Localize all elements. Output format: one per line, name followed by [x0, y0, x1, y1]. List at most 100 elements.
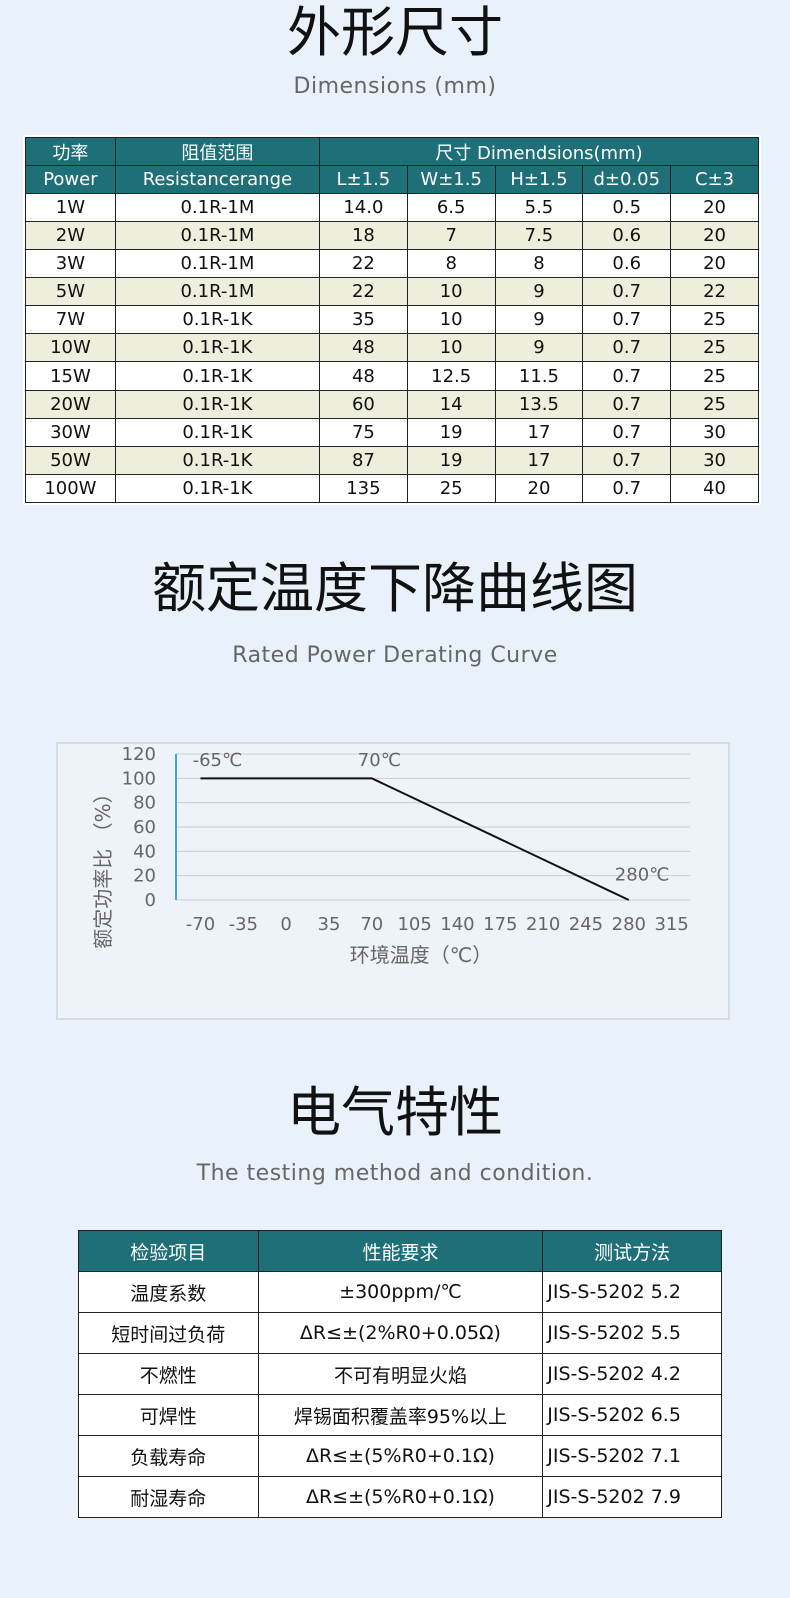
electrical-subtitle: The testing method and condition.	[196, 1161, 594, 1186]
table-cell: 25	[670, 333, 759, 363]
elec-header-method: 测试方法	[542, 1230, 722, 1272]
table-cell: 不可有明显火焰	[257, 1353, 544, 1395]
x-tick-label: 140	[440, 914, 474, 935]
table-row: 15W 0.1R-1K 48 12.5 11.5 0.7 25	[25, 361, 759, 391]
series-line	[200, 777, 630, 901]
table-row: 可焊性 焊锡面积覆盖率95%以上 JIS-S-5202 6.5	[78, 1394, 722, 1436]
table-cell: 22	[670, 277, 759, 307]
table-cell: 9	[494, 277, 584, 307]
table-cell: 18	[319, 221, 408, 251]
table-cell: 0.7	[582, 333, 672, 363]
table-cell: 25	[670, 361, 759, 391]
y-tick-label: 60	[133, 817, 156, 838]
y-tick-label: 40	[133, 841, 156, 862]
table-cell: 0.5	[582, 192, 672, 223]
table-cell: 0.7	[582, 473, 672, 504]
table-cell: 10	[406, 277, 496, 307]
dimensions-subtitle: Dimensions (mm)	[293, 74, 497, 99]
table-cell: 10	[406, 333, 496, 363]
table-cell: 0.1R-1M	[114, 192, 321, 223]
table-cell: 8	[494, 249, 584, 279]
table-cell: 87	[319, 445, 408, 475]
table-row: 3W 0.1R-1M 22 8 8 0.6 20	[25, 249, 759, 279]
table-cell: JIS-S-5202 7.1	[542, 1435, 722, 1477]
table-row: 5W 0.1R-1M 22 10 9 0.7 22	[25, 277, 759, 307]
x-tick-label: 175	[483, 914, 517, 935]
table-cell: 0.1R-1M	[114, 249, 321, 279]
table-row: 温度系数 ±300ppm/℃ JIS-S-5202 5.2	[78, 1271, 722, 1313]
table-cell: 0.6	[582, 221, 672, 251]
table-cell: 1W	[25, 192, 116, 223]
header-col-w: W±1.5	[406, 165, 496, 194]
dimensions-table-body: 1W 0.1R-1M 14.0 6.5 5.5 0.5 20 2W 0.1R-1M 18 7 7.5 0…	[25, 192, 759, 504]
table-cell: 可焊性	[78, 1394, 259, 1436]
header-resistance-en: Resistancerange	[114, 165, 321, 194]
table-cell: 13.5	[494, 389, 584, 419]
table-cell: JIS-S-5202 5.2	[542, 1271, 722, 1313]
chart-annotation: -65℃	[193, 750, 243, 771]
table-cell: 5.5	[494, 192, 584, 223]
table-cell: 0.6	[582, 249, 672, 279]
table-cell: 0.1R-1K	[114, 445, 321, 475]
table-cell: 0.7	[582, 277, 672, 307]
table-cell: JIS-S-5202 7.9	[542, 1476, 722, 1518]
table-row: 不燃性 不可有明显火焰 JIS-S-5202 4.2	[78, 1353, 722, 1395]
x-tick-label: 245	[569, 914, 603, 935]
table-cell: 7.5	[494, 221, 584, 251]
table-cell: 75	[319, 417, 408, 447]
table-cell: 温度系数	[78, 1271, 259, 1313]
table-cell: 25	[670, 305, 759, 335]
electrical-table-body: 温度系数 ±300ppm/℃ JIS-S-5202 5.2 短时间过负荷 ΔR≤±(2%…	[78, 1271, 722, 1518]
table-cell: 0.1R-1K	[114, 473, 321, 504]
table-cell: 3W	[25, 249, 116, 279]
table-cell: ΔR≤±(5%R0+0.1Ω)	[257, 1476, 544, 1518]
table-cell: 50W	[25, 445, 116, 475]
derating-chart: 0 20 40 60 80 100 120 -70 -35 0 35 70 105 140 175 210 24…	[91, 744, 690, 967]
table-cell: 22	[319, 277, 408, 307]
table-cell: 48	[319, 333, 408, 363]
table-cell: 2W	[25, 221, 116, 251]
table-row: 50W 0.1R-1K 87 19 17 0.7 30	[25, 445, 759, 475]
table-cell: 焊锡面积覆盖率95%以上	[257, 1394, 544, 1436]
table-cell: 0.7	[582, 417, 672, 447]
header-col-l: L±1.5	[319, 165, 408, 194]
table-cell: 60	[319, 389, 408, 419]
y-tick-label: 120	[122, 744, 156, 765]
table-cell: 30W	[25, 417, 116, 447]
table-row: 10W 0.1R-1K 48 10 9 0.7 25	[25, 333, 759, 363]
table-cell: 135	[319, 473, 408, 504]
table-cell: 耐湿寿命	[78, 1476, 259, 1518]
table-cell: 19	[406, 417, 496, 447]
elec-header-requirement: 性能要求	[257, 1230, 544, 1272]
header-size: 尺寸 Dimendsions(mm)	[319, 137, 759, 166]
table-cell: 0.1R-1M	[114, 277, 321, 307]
table-row: 耐湿寿命 ΔR≤±(5%R0+0.1Ω) JIS-S-5202 7.9	[78, 1476, 722, 1518]
table-cell: ΔR≤±(5%R0+0.1Ω)	[257, 1435, 544, 1477]
table-cell: 20	[670, 192, 759, 223]
y-tick-label: 80	[133, 793, 156, 814]
table-cell: 22	[319, 249, 408, 279]
dimensions-title: 外形尺寸	[287, 1, 503, 64]
table-row: 1W 0.1R-1M 14.0 6.5 5.5 0.5 20	[25, 192, 759, 223]
table-row: 2W 0.1R-1M 18 7 7.5 0.6 20	[25, 221, 759, 251]
derating-chart-box: 0 20 40 60 80 100 120 -70 -35 0 35 70 105 140 175 210 24…	[56, 742, 730, 1020]
dimensions-table: 功率 阻值范围 尺寸 Dimendsions(mm) Power Resista…	[25, 137, 759, 504]
x-tick-label: 70	[360, 914, 383, 935]
dimensions-table-container: 功率 阻值范围 尺寸 Dimendsions(mm) Power Resista…	[23, 135, 761, 505]
table-cell: 14	[406, 389, 496, 419]
table-cell: 0.7	[582, 305, 672, 335]
table-cell: 10W	[25, 333, 116, 363]
header-power-en: Power	[25, 165, 116, 194]
x-tick-label: 0	[280, 914, 291, 935]
table-cell: 0.7	[582, 389, 672, 419]
y-tick-label: 100	[122, 768, 156, 789]
table-cell: 9	[494, 333, 584, 363]
derating-subtitle: Rated Power Derating Curve	[232, 643, 558, 668]
table-cell: ΔR≤±(2%R0+0.05Ω)	[257, 1312, 544, 1354]
table-cell: JIS-S-5202 6.5	[542, 1394, 722, 1436]
table-cell: 不燃性	[78, 1353, 259, 1395]
x-axis-label: 环境温度（℃）	[350, 943, 492, 967]
table-cell: 12.5	[406, 361, 496, 391]
table-cell: 负载寿命	[78, 1435, 259, 1477]
table-cell: 20	[670, 221, 759, 251]
